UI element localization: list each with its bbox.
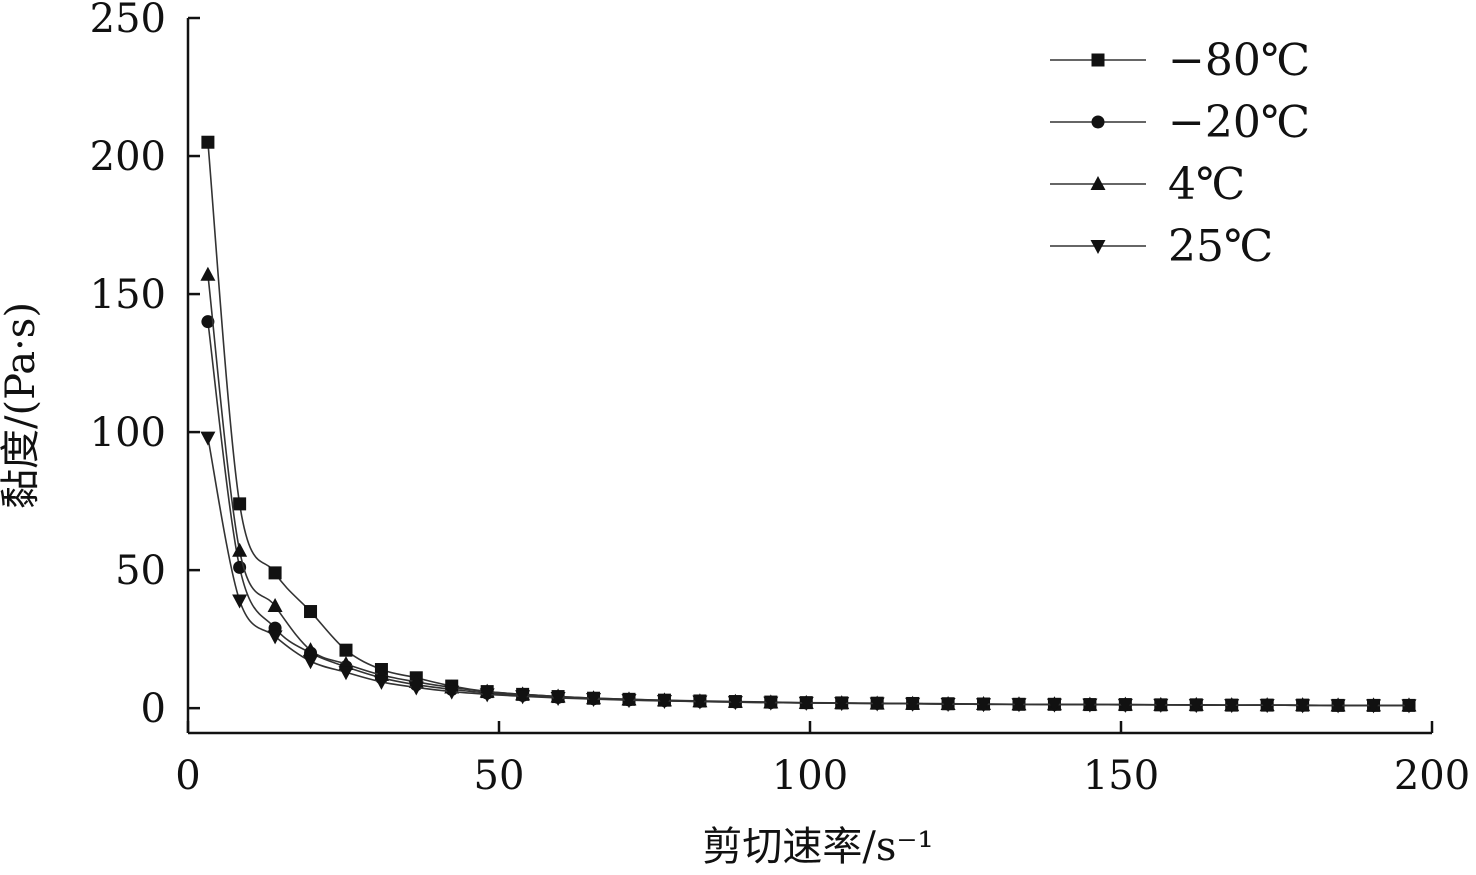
data-point	[232, 594, 248, 609]
x-tick-label: 100	[772, 753, 848, 799]
data-point	[1046, 698, 1062, 713]
data-point	[267, 630, 283, 645]
data-point	[1188, 699, 1204, 714]
data-point	[338, 666, 354, 681]
data-point	[201, 135, 215, 149]
series-line	[207, 437, 1409, 707]
legend-label: −80℃	[1168, 35, 1310, 86]
data-point	[905, 697, 921, 712]
x-tick-label: 0	[175, 753, 200, 799]
data-point	[1366, 699, 1382, 714]
legend-entry: 25℃	[1050, 221, 1273, 272]
data-point	[1153, 698, 1169, 713]
data-point	[1082, 698, 1098, 713]
legend-label: −20℃	[1168, 97, 1310, 148]
data-point	[1117, 698, 1133, 713]
y-tick-label: 100	[90, 410, 166, 456]
data-point	[798, 696, 814, 711]
data-point	[303, 642, 319, 657]
data-point	[444, 685, 460, 700]
data-point	[621, 694, 637, 709]
legend-label: 4℃	[1168, 159, 1245, 210]
series-group	[200, 135, 1417, 714]
y-tick-label: 0	[141, 686, 166, 732]
data-point	[976, 698, 992, 713]
data-point	[1011, 698, 1027, 713]
data-point	[727, 696, 743, 711]
legend-entry: −80℃	[1050, 35, 1310, 86]
data-point	[869, 697, 885, 712]
data-point	[692, 695, 708, 710]
y-tick-label: 250	[90, 0, 166, 42]
legend-marker	[1090, 176, 1106, 190]
legend-entry: −20℃	[1050, 97, 1310, 148]
data-point	[339, 643, 353, 657]
data-point	[586, 693, 602, 708]
data-point	[479, 688, 495, 703]
data-point	[373, 675, 389, 690]
data-point	[940, 698, 956, 713]
x-tick-label: 200	[1394, 753, 1470, 799]
data-point	[200, 431, 216, 446]
x-axis-title: 剪切速率/s⁻¹	[702, 824, 933, 870]
y-tick-label: 200	[90, 134, 166, 180]
data-point	[303, 655, 319, 670]
series-3	[200, 266, 1417, 712]
legend-marker	[1090, 240, 1106, 254]
series-2	[201, 315, 1416, 712]
data-point	[656, 694, 672, 709]
data-point	[232, 542, 248, 557]
data-point	[200, 266, 216, 281]
y-tick-label: 50	[115, 548, 166, 594]
y-axis-title: 黏度/(Pa·s)	[0, 302, 44, 509]
data-point	[268, 566, 282, 580]
data-point	[1259, 699, 1275, 714]
x-tick-label: 150	[1083, 753, 1159, 799]
data-point	[267, 598, 283, 613]
data-point	[233, 497, 247, 511]
x-tick-label: 50	[474, 753, 525, 799]
data-point	[1330, 699, 1346, 714]
y-tick-label: 150	[90, 272, 166, 318]
series-line	[207, 274, 1409, 707]
data-point	[1401, 699, 1417, 714]
legend-marker	[1091, 115, 1105, 129]
legend: −80℃ −20℃ 4℃ 25℃	[1050, 35, 1310, 272]
data-point	[304, 605, 318, 619]
series-4	[200, 431, 1417, 714]
data-point	[1224, 699, 1240, 714]
data-point	[201, 315, 215, 329]
tick-group: 0 50 100 150 200 0 50 100 150 200 250	[90, 0, 1471, 799]
legend-marker	[1091, 53, 1105, 67]
legend-entry: 4℃	[1050, 159, 1245, 210]
data-point	[515, 690, 531, 705]
series-line	[207, 321, 1409, 707]
data-point	[763, 696, 779, 711]
data-point	[1295, 699, 1311, 714]
data-point	[408, 681, 424, 696]
legend-label: 25℃	[1168, 221, 1273, 272]
data-point	[550, 691, 566, 706]
data-point	[834, 697, 850, 712]
